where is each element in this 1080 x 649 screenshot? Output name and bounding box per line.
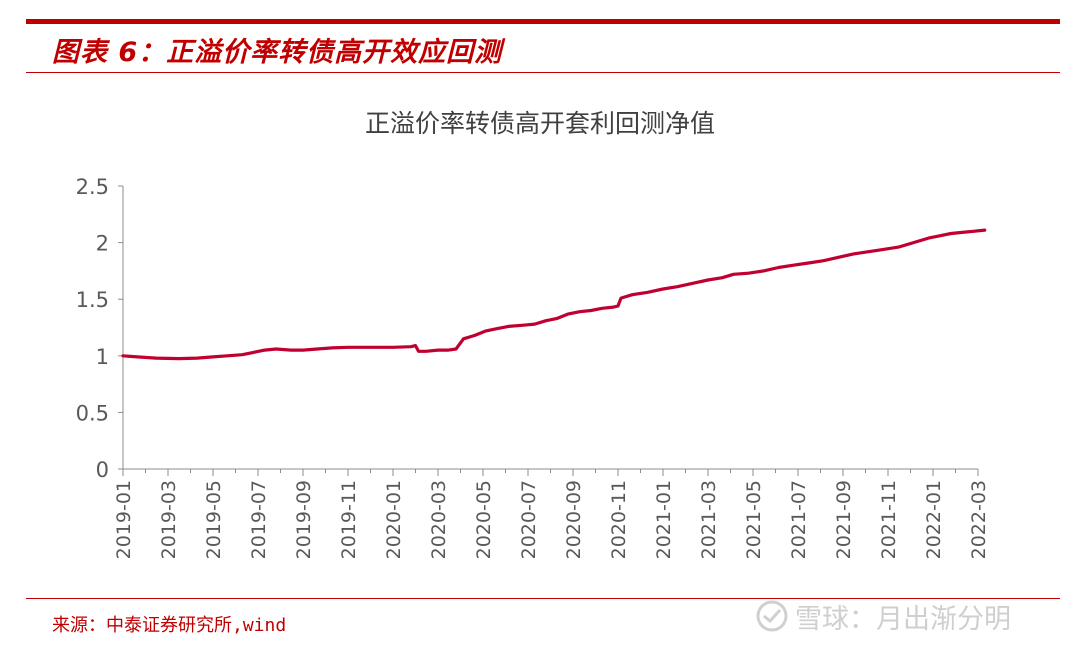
y-tick-label: 1.5 [76, 288, 109, 312]
x-tick-label: 2020-11 [608, 480, 630, 559]
x-tick-label: 2021-11 [878, 480, 900, 559]
y-tick-label: 0.5 [76, 401, 109, 425]
watermark: 雪球：月出渐分明 [755, 596, 1055, 636]
source-note: 来源：中泰证券研究所,wind [52, 615, 287, 636]
figure-title: 图表 6：正溢价率转债高开效应回测 [52, 37, 503, 68]
y-tick-label: 2.5 [76, 175, 109, 199]
x-tick-label: 2019-01 [113, 480, 135, 559]
x-tick-label: 2021-07 [788, 480, 810, 559]
y-tick-label: 2 [96, 232, 109, 256]
x-tick-label: 2019-07 [248, 480, 270, 559]
x-tick-label: 2021-03 [698, 480, 720, 559]
y-tick-label: 0 [96, 458, 109, 482]
x-tick-label: 2021-01 [653, 480, 675, 559]
x-tick-label: 2019-03 [158, 480, 180, 559]
chart-title: 正溢价率转债高开套利回测净值 [365, 109, 715, 138]
x-tick-label: 2020-05 [473, 480, 495, 559]
x-tick-label: 2021-09 [833, 480, 855, 559]
x-tick-label: 2019-05 [203, 480, 225, 559]
x-tick-label: 2020-03 [428, 480, 450, 559]
x-tick-label: 2019-11 [338, 480, 360, 559]
snowball-logo-icon [756, 600, 788, 632]
x-tick-label: 2021-05 [743, 480, 765, 559]
bottom-rule [26, 598, 1060, 599]
x-tick-label: 2022-01 [923, 480, 945, 559]
plot-area [121, 228, 987, 361]
x-tick-label: 2019-09 [293, 480, 315, 559]
axes: 0 0.5 1 1.5 2 2.5 2019-01 2019-03 2019-05 2019-07… [76, 175, 990, 559]
top-rule [26, 19, 1060, 24]
x-tick-label: 2020-07 [518, 480, 540, 559]
x-tick-label: 2022-03 [968, 480, 990, 559]
x-tick-label: 2020-01 [383, 480, 405, 559]
line-chart: 正溢价率转债高开套利回测净值 0 0.5 1 1.5 2 2.5 2019-01 2019-0… [76, 109, 990, 559]
watermark-text: 雪球：月出渐分明 [795, 603, 1011, 635]
x-tick-label: 2020-09 [563, 480, 585, 559]
y-tick-label: 1 [96, 345, 109, 369]
heading-rule [26, 72, 1060, 73]
series-line [121, 228, 987, 361]
